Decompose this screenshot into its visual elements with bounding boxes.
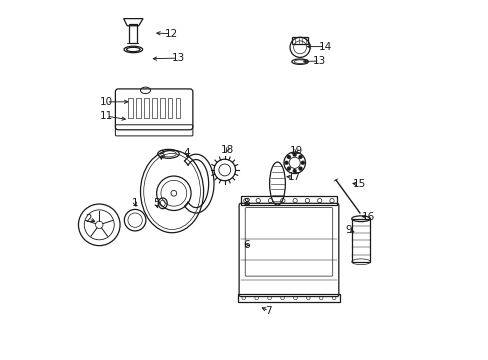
- Bar: [241, 196, 336, 205]
- Text: 16: 16: [361, 212, 374, 221]
- Text: 1: 1: [132, 198, 138, 208]
- Circle shape: [298, 167, 302, 171]
- Bar: [351, 219, 369, 262]
- Circle shape: [286, 155, 290, 159]
- Circle shape: [286, 167, 290, 171]
- Text: 6: 6: [243, 240, 249, 250]
- Circle shape: [292, 169, 296, 173]
- Text: 4: 4: [183, 148, 190, 158]
- Text: 2: 2: [85, 214, 92, 224]
- Circle shape: [284, 161, 288, 165]
- Circle shape: [300, 161, 304, 165]
- Text: 19: 19: [289, 145, 303, 156]
- Text: 8: 8: [243, 198, 249, 208]
- Circle shape: [292, 153, 296, 157]
- Text: 10: 10: [100, 97, 113, 107]
- Text: 3: 3: [158, 150, 164, 160]
- Bar: [292, 37, 307, 44]
- Text: 15: 15: [352, 179, 365, 189]
- Text: 13: 13: [171, 53, 184, 63]
- Text: 7: 7: [265, 306, 272, 316]
- Text: 9: 9: [345, 225, 351, 235]
- Text: 17: 17: [287, 172, 300, 182]
- Text: 18: 18: [220, 144, 233, 154]
- Circle shape: [298, 155, 302, 159]
- Text: 12: 12: [164, 29, 177, 39]
- Text: 11: 11: [100, 111, 113, 121]
- Text: 14: 14: [318, 42, 331, 51]
- Text: 5: 5: [153, 198, 160, 208]
- Text: 13: 13: [312, 56, 326, 66]
- Bar: [238, 294, 339, 302]
